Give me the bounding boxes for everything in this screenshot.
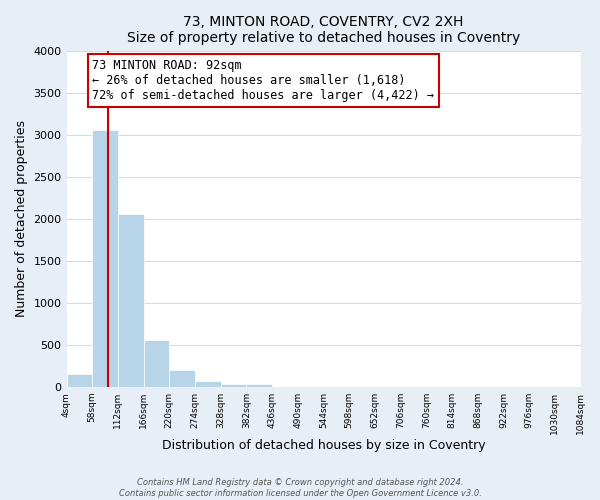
Y-axis label: Number of detached properties: Number of detached properties [15, 120, 28, 317]
Bar [143, 340, 169, 387]
Text: Contains HM Land Registry data © Crown copyright and database right 2024.
Contai: Contains HM Land Registry data © Crown c… [119, 478, 481, 498]
Bar [169, 370, 195, 387]
Bar [195, 382, 221, 387]
Text: 73 MINTON ROAD: 92sqm
← 26% of detached houses are smaller (1,618)
72% of semi-d: 73 MINTON ROAD: 92sqm ← 26% of detached … [92, 59, 434, 102]
Bar [221, 384, 247, 387]
Bar [92, 130, 118, 387]
Bar [247, 384, 272, 387]
X-axis label: Distribution of detached houses by size in Coventry: Distribution of detached houses by size … [162, 440, 485, 452]
Bar [118, 214, 143, 387]
Bar [67, 374, 92, 387]
Title: 73, MINTON ROAD, COVENTRY, CV2 2XH
Size of property relative to detached houses : 73, MINTON ROAD, COVENTRY, CV2 2XH Size … [127, 15, 520, 45]
